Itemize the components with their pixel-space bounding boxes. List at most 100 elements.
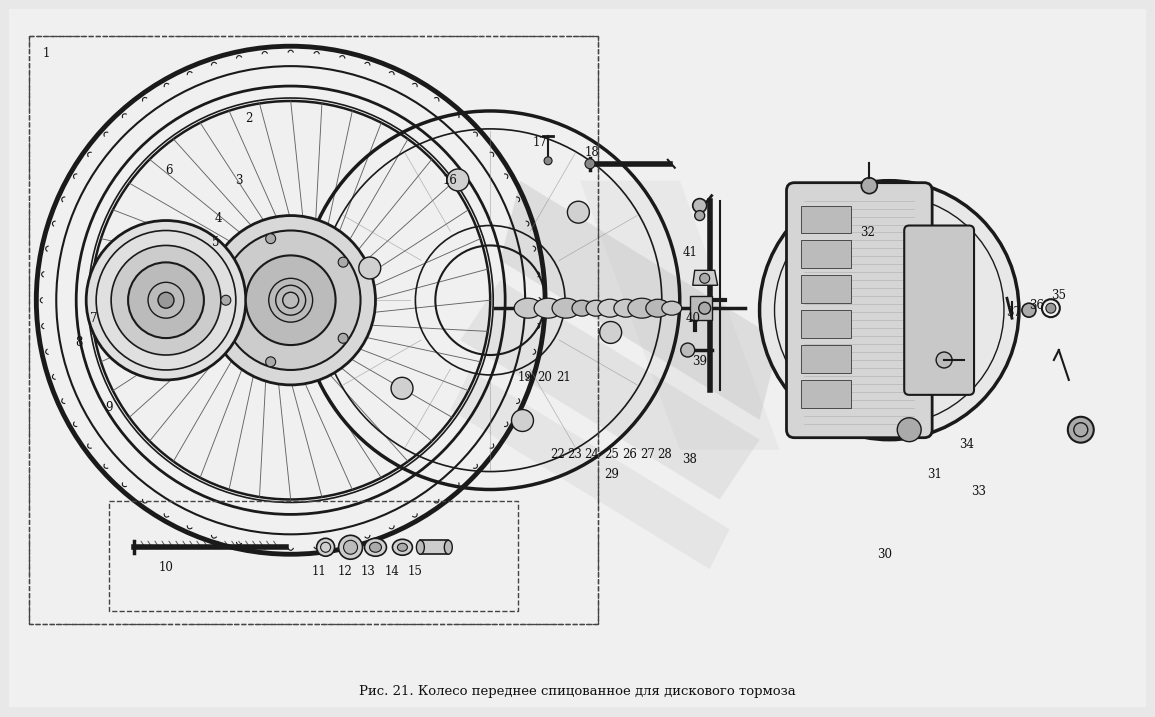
Circle shape — [343, 541, 358, 554]
Text: 9: 9 — [105, 402, 113, 414]
Ellipse shape — [534, 298, 562, 318]
Circle shape — [221, 295, 231, 305]
Circle shape — [266, 234, 276, 244]
Circle shape — [447, 169, 469, 191]
Circle shape — [246, 255, 336, 345]
Circle shape — [128, 262, 204, 338]
Text: 28: 28 — [657, 448, 672, 461]
Bar — [109, 501, 519, 611]
Text: 40: 40 — [685, 312, 700, 325]
Ellipse shape — [370, 542, 381, 552]
Circle shape — [937, 352, 952, 368]
Text: 10: 10 — [158, 561, 173, 574]
Ellipse shape — [586, 300, 606, 316]
Circle shape — [1068, 417, 1094, 442]
Text: 4: 4 — [215, 212, 223, 225]
Bar — [802, 345, 851, 373]
FancyBboxPatch shape — [904, 226, 974, 395]
Ellipse shape — [598, 299, 621, 317]
Text: 11: 11 — [311, 565, 326, 578]
Ellipse shape — [417, 541, 424, 554]
Ellipse shape — [552, 298, 580, 318]
Circle shape — [338, 536, 363, 559]
Circle shape — [680, 343, 694, 357]
Bar — [802, 240, 851, 268]
Ellipse shape — [662, 301, 681, 315]
Text: 14: 14 — [385, 565, 400, 578]
Text: 8: 8 — [75, 336, 83, 348]
Text: 22: 22 — [551, 448, 566, 461]
Text: 6: 6 — [165, 164, 173, 177]
Text: 39: 39 — [692, 356, 707, 369]
Text: 26: 26 — [623, 448, 638, 461]
Circle shape — [316, 538, 335, 556]
Ellipse shape — [628, 298, 656, 318]
Text: 1: 1 — [43, 47, 50, 60]
Text: 20: 20 — [537, 371, 552, 384]
Text: 24: 24 — [584, 448, 599, 461]
Text: 13: 13 — [362, 565, 375, 578]
Text: 2: 2 — [245, 113, 253, 125]
Text: Рис. 21. Колесо переднее спицованное для дискового тормоза: Рис. 21. Колесо переднее спицованное для… — [358, 685, 796, 698]
Bar — [29, 37, 598, 624]
Ellipse shape — [397, 543, 408, 551]
Circle shape — [87, 221, 246, 380]
Circle shape — [584, 158, 595, 168]
Circle shape — [111, 245, 221, 355]
Circle shape — [1046, 303, 1056, 313]
Text: 21: 21 — [557, 371, 572, 384]
Text: 29: 29 — [604, 468, 619, 481]
Text: 35: 35 — [1051, 289, 1066, 302]
Text: 33: 33 — [971, 485, 986, 498]
Text: 38: 38 — [683, 453, 698, 466]
Polygon shape — [580, 181, 780, 450]
Circle shape — [338, 257, 348, 267]
Text: 41: 41 — [683, 246, 698, 259]
Bar — [690, 296, 711, 320]
Circle shape — [693, 199, 707, 212]
Circle shape — [862, 178, 878, 194]
Text: 37: 37 — [1006, 305, 1021, 318]
Text: 30: 30 — [877, 548, 892, 561]
Circle shape — [221, 230, 360, 370]
Text: 7: 7 — [90, 312, 98, 325]
Circle shape — [694, 211, 705, 221]
Text: 23: 23 — [567, 448, 582, 461]
Circle shape — [266, 357, 276, 367]
FancyBboxPatch shape — [787, 183, 932, 437]
Polygon shape — [461, 280, 760, 500]
Circle shape — [700, 273, 709, 283]
Text: 12: 12 — [337, 565, 352, 578]
Ellipse shape — [514, 298, 542, 318]
Ellipse shape — [393, 539, 412, 555]
Bar — [802, 380, 851, 408]
Circle shape — [359, 257, 381, 279]
Circle shape — [158, 293, 174, 308]
Circle shape — [392, 377, 413, 399]
Text: 34: 34 — [960, 438, 975, 451]
Bar — [802, 275, 851, 303]
Circle shape — [760, 181, 1019, 440]
Ellipse shape — [614, 299, 638, 317]
Text: 15: 15 — [408, 565, 423, 578]
Polygon shape — [500, 181, 780, 419]
Circle shape — [338, 333, 348, 343]
Ellipse shape — [365, 538, 387, 556]
Ellipse shape — [445, 541, 453, 554]
Circle shape — [599, 321, 621, 343]
Text: 16: 16 — [442, 174, 457, 187]
Text: 25: 25 — [604, 448, 619, 461]
Circle shape — [206, 216, 375, 385]
Text: 3: 3 — [236, 174, 243, 187]
Polygon shape — [450, 370, 730, 569]
Ellipse shape — [646, 299, 670, 317]
Text: 5: 5 — [213, 236, 219, 249]
Bar — [420, 541, 448, 554]
Circle shape — [512, 409, 534, 432]
Circle shape — [567, 201, 589, 223]
Polygon shape — [693, 270, 717, 285]
Circle shape — [544, 157, 552, 165]
Text: 18: 18 — [584, 146, 599, 159]
Text: 27: 27 — [640, 448, 655, 461]
Circle shape — [897, 418, 922, 442]
